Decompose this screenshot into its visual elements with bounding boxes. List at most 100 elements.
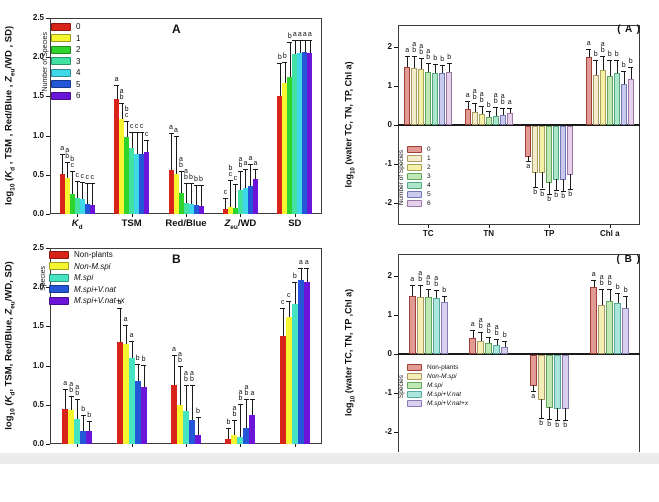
bar	[80, 430, 87, 444]
bar	[64, 177, 70, 214]
bar	[408, 295, 416, 354]
error-bar	[306, 267, 308, 282]
legend-label: 2	[76, 45, 81, 54]
panel-optical-by-richness: log10 (Kd , TSM , Red/Blue , Zeu/WD , SD…	[4, 4, 332, 232]
error-bar-cap	[129, 340, 135, 342]
figure: log10 (Kd , TSM , Red/Blue , Zeu/WD , SD…	[0, 4, 659, 464]
bar	[585, 57, 592, 125]
x-tick	[77, 444, 79, 447]
y-tick	[46, 326, 50, 328]
error-bar-cap	[507, 107, 513, 109]
y-tick-label: -2	[384, 198, 392, 208]
y-tick-label: 1	[387, 80, 392, 90]
bar	[606, 76, 613, 125]
bar	[539, 126, 546, 174]
significance-letters: b	[189, 173, 193, 181]
error-bar	[414, 56, 416, 69]
panel-water-by-species: log10 (water TC, TN, TP ,Chl a) -2 -1 0 1 2 a a…	[340, 240, 653, 464]
x-tick	[77, 214, 79, 217]
bar	[307, 53, 313, 214]
error-bar-cap	[472, 103, 478, 105]
error-bar	[171, 133, 172, 171]
legend-entry: 2	[407, 164, 431, 171]
bar	[529, 355, 537, 387]
legend-entry: M.spi+V.nat+x	[407, 400, 468, 407]
significance-letters: a	[410, 276, 415, 283]
error-bar-cap	[135, 364, 141, 366]
bar	[492, 115, 499, 125]
legend-entry: M.spi	[49, 273, 125, 282]
legend-label: 6	[427, 200, 431, 207]
legend-label: M.spi+V.nat+x	[74, 296, 125, 305]
bar	[622, 308, 630, 354]
significance-letters: a	[248, 154, 253, 162]
error-bar	[252, 399, 254, 415]
error-bar	[542, 172, 544, 189]
legend-swatch	[407, 155, 422, 162]
error-bar	[533, 385, 535, 391]
error-bar-cap	[478, 331, 484, 333]
significance-letters: b	[555, 421, 560, 429]
bar	[532, 126, 539, 174]
significance-letters: b	[226, 419, 231, 427]
error-bar-cap	[86, 421, 92, 423]
error-bar-cap	[298, 267, 304, 269]
legend-label: Non-M.spi	[74, 261, 111, 271]
legend-entry: 6	[51, 91, 80, 100]
error-bar-cap	[615, 292, 621, 294]
legend-label: M.spi+V.nat+x	[427, 400, 469, 407]
significance-letters: b	[568, 190, 573, 198]
error-bar-cap	[539, 188, 545, 190]
bar	[84, 203, 90, 214]
error-bar-cap	[227, 179, 233, 181]
zero-axis-line	[398, 124, 640, 126]
significance-letters: a	[63, 380, 68, 388]
y-tick	[46, 18, 50, 19]
significance-letters: c	[281, 299, 285, 307]
error-bar-cap	[237, 404, 243, 406]
bar	[231, 435, 238, 444]
legend: Species Non-plants Non-M.spi M.spi M.spi+V.n…	[40, 250, 125, 308]
bar	[567, 126, 574, 175]
bar	[122, 344, 129, 444]
bar	[243, 427, 250, 444]
bar	[134, 153, 140, 214]
error-bar-cap	[178, 170, 184, 172]
error-bar	[77, 399, 79, 419]
significance-letters: b	[194, 175, 198, 183]
x-category-label: Chl a	[599, 229, 620, 238]
error-bar-cap	[144, 139, 150, 141]
error-bar	[288, 300, 290, 317]
error-bar-cap	[607, 59, 613, 61]
bar	[183, 411, 189, 444]
legend: Number of Species 0 1 2 3 4 5 6	[398, 146, 431, 209]
significance-letters: b	[81, 405, 86, 413]
error-bar	[428, 288, 430, 298]
bar	[128, 357, 135, 444]
error-bar	[191, 182, 192, 204]
significance-letters: c	[90, 173, 94, 181]
bar	[249, 414, 256, 444]
error-bar-cap	[117, 308, 123, 310]
x-category-label: TP	[544, 229, 555, 238]
error-bar-cap	[554, 419, 560, 421]
significance-letters: c	[139, 122, 144, 130]
significance-letters: c	[80, 172, 84, 180]
legend-label: 1	[76, 33, 81, 43]
legend-label: 4	[76, 68, 81, 77]
bar	[171, 385, 177, 444]
legend-swatch	[407, 364, 422, 371]
bar	[287, 76, 293, 214]
bar	[440, 301, 448, 354]
error-bar-cap	[441, 295, 447, 297]
significance-letters: b	[196, 407, 200, 415]
error-bar	[421, 58, 423, 70]
y-tick	[394, 46, 398, 48]
error-bar-cap	[188, 182, 194, 184]
y-tick-label: 0.5	[32, 399, 44, 409]
